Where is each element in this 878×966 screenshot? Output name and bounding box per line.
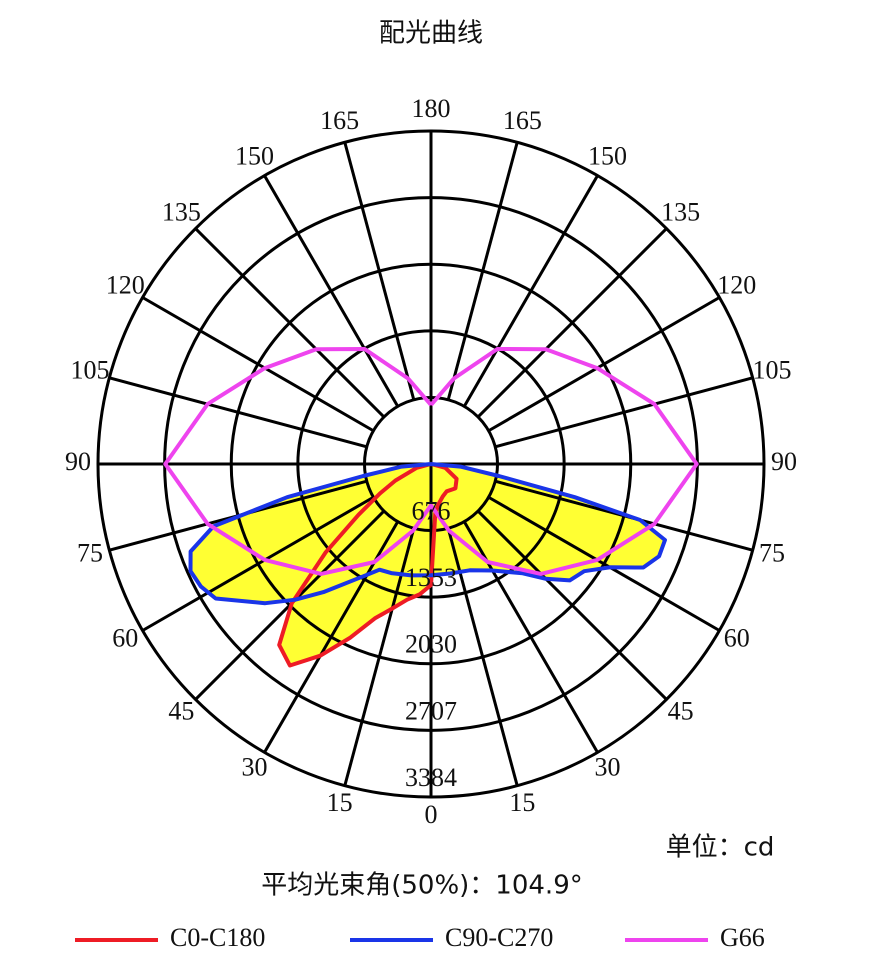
labels: 676 1353 2030 2707 3384 0 15 15 30 30 45 45 60 60 75 75… bbox=[65, 94, 797, 829]
legend-label: G66 bbox=[720, 923, 765, 952]
angle-label: 15 bbox=[509, 788, 535, 817]
angle-label: 60 bbox=[112, 623, 138, 652]
angle-label: 60 bbox=[724, 623, 750, 652]
curve-line bbox=[277, 462, 459, 668]
grid-spoke bbox=[462, 174, 599, 408]
legend-label: C0-C180 bbox=[170, 923, 265, 952]
angle-label: 75 bbox=[77, 538, 103, 567]
angle-label: 105 bbox=[752, 356, 791, 385]
angle-label: 0 bbox=[425, 800, 438, 829]
angle-label: 150 bbox=[588, 141, 627, 170]
angle-label: 135 bbox=[162, 197, 201, 226]
r-tick-label: 3384 bbox=[405, 763, 457, 792]
curves bbox=[163, 347, 699, 668]
angle-label: 120 bbox=[717, 270, 756, 299]
r-tick-label: 676 bbox=[412, 496, 451, 525]
curve-line bbox=[188, 462, 667, 606]
angle-label: 165 bbox=[320, 106, 359, 135]
angle-label: 90 bbox=[65, 447, 91, 476]
grid-spoke bbox=[494, 376, 754, 449]
angle-label: 45 bbox=[168, 697, 194, 726]
grid-spoke bbox=[141, 495, 375, 632]
grid-spoke bbox=[263, 174, 400, 408]
grid-spoke bbox=[194, 227, 386, 419]
angle-label: 30 bbox=[595, 753, 621, 782]
curve-line bbox=[163, 347, 699, 576]
angle-label: 45 bbox=[668, 697, 694, 726]
grid-spoke bbox=[476, 227, 668, 419]
grid-spoke bbox=[343, 527, 416, 787]
r-tick-label: 1353 bbox=[405, 563, 457, 592]
angle-label: 135 bbox=[661, 197, 700, 226]
grid-spoke bbox=[108, 376, 368, 449]
fills bbox=[190, 464, 665, 604]
angle-label: 90 bbox=[771, 447, 797, 476]
grid-spoke bbox=[487, 296, 721, 433]
angle-label: 165 bbox=[503, 106, 542, 135]
grid-spoke bbox=[141, 296, 375, 433]
angle-label: 30 bbox=[242, 753, 268, 782]
grid-spoke bbox=[487, 495, 721, 632]
r-tick-label: 2030 bbox=[405, 630, 457, 659]
angle-label: 105 bbox=[71, 356, 110, 385]
r-tick-label: 2707 bbox=[405, 696, 457, 725]
grid-spoke bbox=[476, 509, 668, 701]
angle-label: 120 bbox=[106, 270, 145, 299]
unit-label: 单位：cd bbox=[666, 833, 775, 863]
chart-title: 配光曲线 bbox=[379, 19, 483, 49]
grid-spoke bbox=[446, 141, 519, 401]
angle-label: 180 bbox=[412, 94, 451, 123]
subtitle: 平均光束角(50%)：104.9° bbox=[261, 871, 583, 901]
grid-spoke bbox=[343, 141, 416, 401]
angle-label: 75 bbox=[759, 538, 785, 567]
angle-label: 15 bbox=[327, 788, 353, 817]
curve-fill bbox=[190, 464, 665, 604]
legend-label: C90-C270 bbox=[445, 923, 553, 952]
angle-label: 150 bbox=[235, 141, 274, 170]
